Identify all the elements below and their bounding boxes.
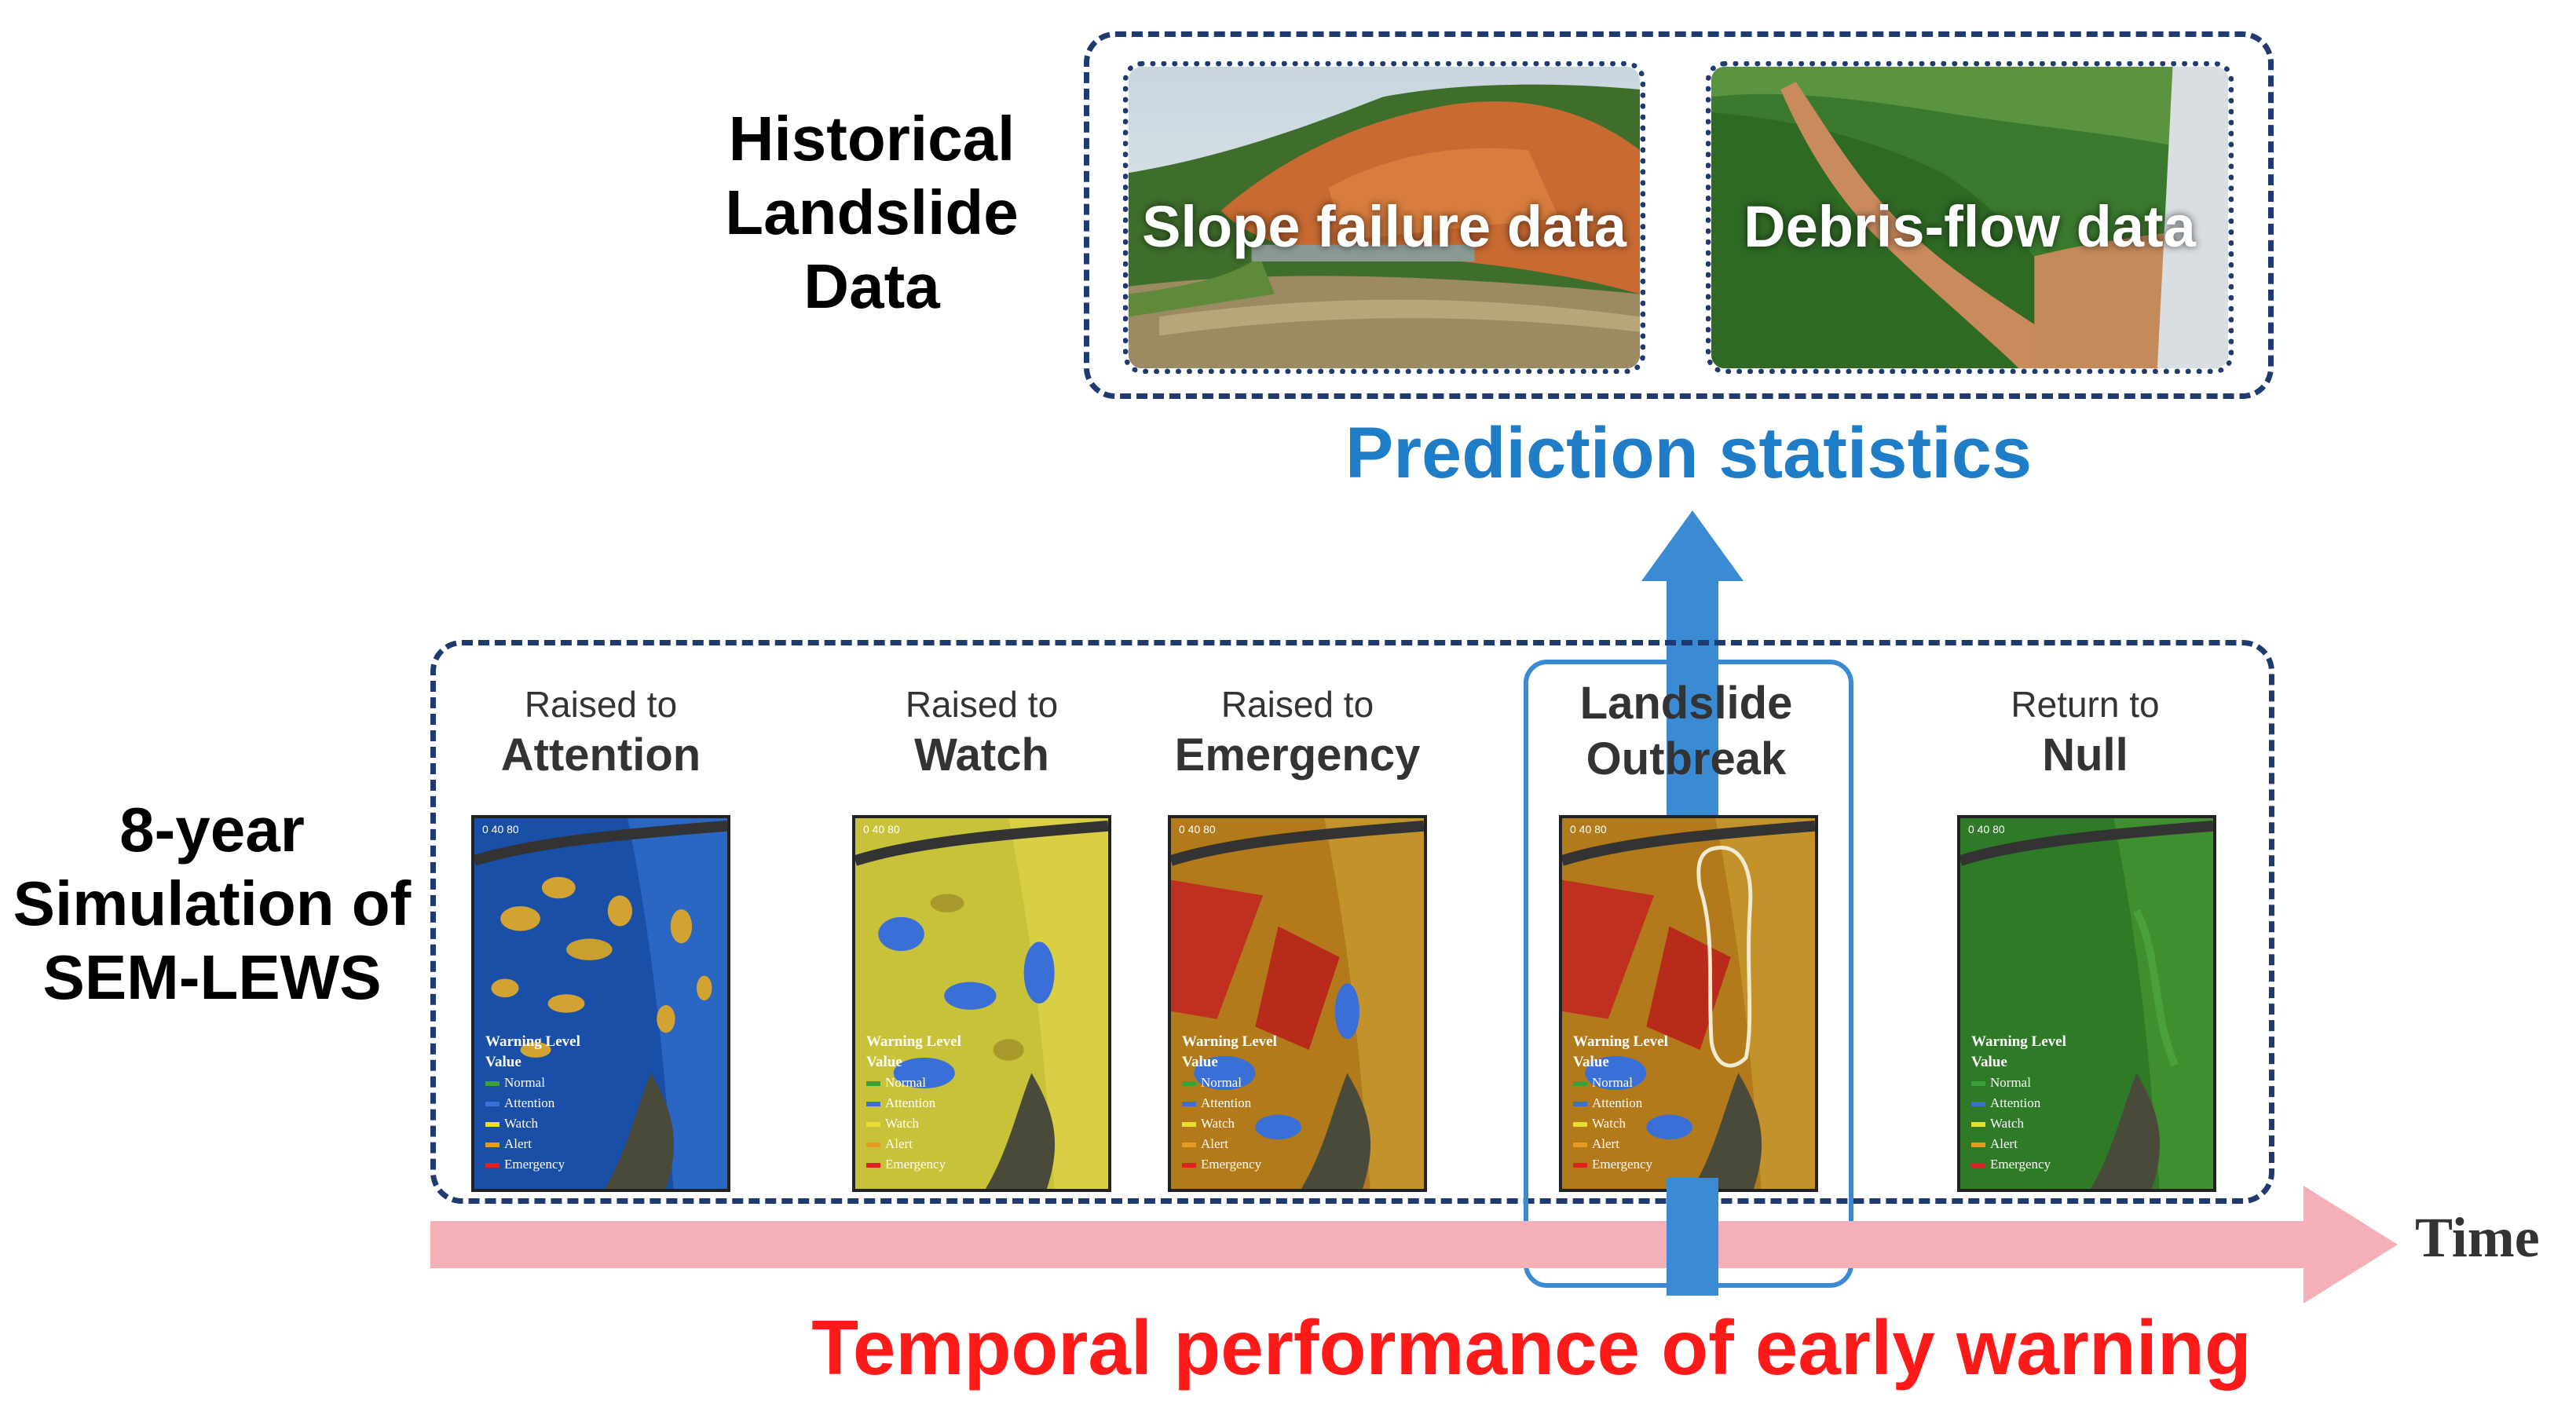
map-legend: Warning Level Value Normal Attention Wat… <box>1182 1032 1277 1175</box>
simulation-box <box>430 640 2274 1204</box>
legend-title-1: Warning Level <box>1573 1033 1668 1050</box>
simulation-title-line-1: 8-year <box>119 795 305 865</box>
historical-title: Historical Landslide Data <box>691 102 1052 324</box>
stage-line2: Emergency <box>1174 729 1421 781</box>
debris-flow-label: Debris-flow data <box>1744 194 2196 260</box>
map-legend: Warning Level Value Normal Attention Wat… <box>1573 1032 1668 1175</box>
legend-title-1: Warning Level <box>866 1033 961 1050</box>
legend-item-emergency: Emergency <box>1573 1154 1668 1175</box>
legend-title-2: Value <box>1971 1054 2007 1070</box>
slope-failure-label: Slope failure data <box>1142 194 1626 260</box>
legend-title-2: Value <box>1573 1054 1609 1070</box>
legend-item-normal: Normal <box>485 1073 580 1093</box>
map-scale: 0 40 80 <box>482 823 519 835</box>
historical-data-box <box>1084 31 2274 399</box>
stage-heading-emergency: Raised to Emergency <box>1125 683 1470 781</box>
legend-item-attention: Attention <box>1573 1093 1668 1113</box>
legend-item-normal: Normal <box>1573 1073 1668 1093</box>
legend-item-normal: Normal <box>866 1073 961 1093</box>
legend-item-attention: Attention <box>1182 1093 1277 1113</box>
stage-heading-null: Return to Null <box>1912 683 2258 781</box>
legend-item-emergency: Emergency <box>1971 1154 2066 1175</box>
stage-line2: Null <box>2042 729 2128 781</box>
map-scale: 0 40 80 <box>1570 823 1607 835</box>
stage-line1: Return to <box>2011 684 2160 725</box>
stage-line2: Watch <box>914 729 1049 781</box>
simulation-title-line-3: SEM-LEWS <box>42 942 382 1012</box>
legend-item-watch: Watch <box>866 1113 961 1134</box>
prediction-arrow-stem <box>1667 1178 1718 1296</box>
legend-item-emergency: Emergency <box>485 1154 580 1175</box>
legend-item-watch: Watch <box>1971 1113 2066 1134</box>
legend-item-alert: Alert <box>1182 1134 1277 1154</box>
debris-flow-photo: Debris-flow data <box>1706 61 2234 374</box>
legend-title-2: Value <box>485 1054 521 1070</box>
legend-item-alert: Alert <box>485 1134 580 1154</box>
legend-title-2: Value <box>1182 1054 1218 1070</box>
warning-map-outbreak: 0 40 80 Warning Level Value Normal Atten… <box>1559 815 1818 1192</box>
stage-line1: Raised to <box>1220 684 1374 725</box>
prediction-statistics-label: Prediction statistics <box>1345 413 2033 493</box>
warning-map-watch: 0 40 80 Warning Level Value Normal Atten… <box>852 815 1111 1192</box>
map-scale: 0 40 80 <box>1179 823 1216 835</box>
legend-title-1: Warning Level <box>1971 1033 2066 1050</box>
map-legend: Warning Level Value Normal Attention Wat… <box>866 1032 961 1175</box>
time-label: Time <box>2415 1206 2540 1269</box>
historical-title-line-3: Data <box>803 251 940 321</box>
legend-item-watch: Watch <box>1573 1113 1668 1134</box>
map-legend: Warning Level Value Normal Attention Wat… <box>485 1032 580 1175</box>
legend-item-attention: Attention <box>1971 1093 2066 1113</box>
legend-title-1: Warning Level <box>1182 1033 1277 1050</box>
map-scale: 0 40 80 <box>1968 823 2005 835</box>
legend-title-2: Value <box>866 1054 902 1070</box>
legend-item-normal: Normal <box>1971 1073 2066 1093</box>
map-legend: Warning Level Value Normal Attention Wat… <box>1971 1032 2066 1175</box>
legend-item-emergency: Emergency <box>1182 1154 1277 1175</box>
stage-line1: Landslide <box>1579 678 1793 729</box>
legend-item-emergency: Emergency <box>866 1154 961 1175</box>
time-arrow <box>430 1186 2398 1303</box>
legend-item-alert: Alert <box>866 1134 961 1154</box>
stage-line2: Attention <box>500 729 701 781</box>
warning-map-null: 0 40 80 Warning Level Value Normal Atten… <box>1957 815 2216 1192</box>
warning-map-emergency: 0 40 80 Warning Level Value Normal Atten… <box>1168 815 1427 1192</box>
stage-heading-attention: Raised to Attention <box>428 683 774 781</box>
simulation-title-line-2: Simulation of <box>13 868 412 938</box>
legend-item-alert: Alert <box>1971 1134 2066 1154</box>
slope-failure-photo: Slope failure data <box>1123 61 1645 374</box>
historical-title-line-2: Landslide <box>725 177 1019 247</box>
legend-item-attention: Attention <box>485 1093 580 1113</box>
historical-title-line-1: Historical <box>728 104 1015 174</box>
legend-item-normal: Normal <box>1182 1073 1277 1093</box>
map-scale: 0 40 80 <box>863 823 900 835</box>
legend-item-watch: Watch <box>1182 1113 1277 1134</box>
stage-heading-outbreak: Landslide Outbreak <box>1513 677 1859 785</box>
simulation-title: 8-year Simulation of SEM-LEWS <box>8 793 416 1015</box>
stage-line1: Raised to <box>905 684 1059 725</box>
warning-map-attention: 0 40 80 Warning Level Value Normal Atten… <box>471 815 730 1192</box>
legend-item-alert: Alert <box>1573 1134 1668 1154</box>
legend-item-watch: Watch <box>485 1113 580 1134</box>
temporal-performance-label: Temporal performance of early warning <box>811 1304 2252 1391</box>
legend-title-1: Warning Level <box>485 1033 580 1050</box>
stage-line2: Outbreak <box>1586 733 1787 784</box>
stage-heading-watch: Raised to Watch <box>809 683 1154 781</box>
stage-line1: Raised to <box>524 684 678 725</box>
legend-item-attention: Attention <box>866 1093 961 1113</box>
